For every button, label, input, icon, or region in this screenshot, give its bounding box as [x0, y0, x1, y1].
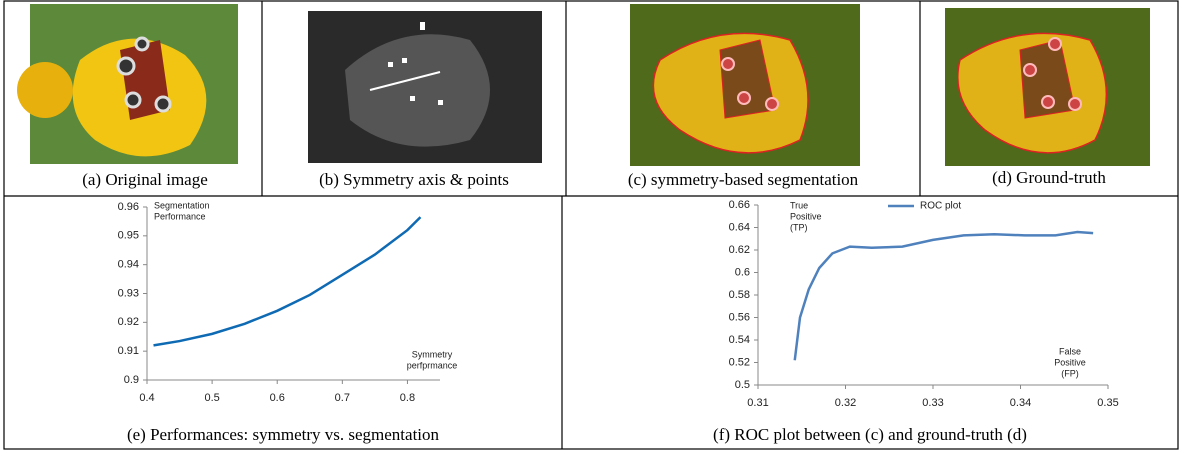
x-tick-label: 0.6	[270, 392, 285, 404]
y-tick-label: 0.66	[729, 199, 750, 211]
x-tick-label: 0.31	[747, 397, 768, 409]
x-axis-label: Symmetry	[412, 349, 453, 359]
figure: (a) Original image (b) Symmetry axis & p…	[0, 0, 1182, 451]
image-ground-truth	[945, 8, 1150, 166]
x-tick-label: 0.32	[835, 397, 856, 409]
x-tick-label: 0.5	[204, 392, 219, 404]
x-axis-label: perfprmance	[407, 360, 458, 370]
caption: (e) Performances: symmetry vs. segmentat…	[127, 425, 440, 444]
y-axis-label: Positive	[790, 211, 822, 221]
y-tick-label: 0.6	[735, 266, 750, 278]
x-tick-label: 0.33	[922, 397, 943, 409]
y-tick-label: 0.58	[729, 289, 750, 301]
legend-label: ROC plot	[920, 201, 961, 212]
y-tick-label: 0.94	[118, 259, 139, 271]
y-tick-label: 0.92	[118, 316, 139, 328]
data-line	[795, 232, 1093, 360]
y-tick-label: 0.54	[729, 334, 750, 346]
y-axis-label: (TP)	[790, 222, 808, 232]
caption: (b) Symmetry axis & points	[319, 170, 509, 189]
caption: (c) symmetry-based segmentation	[628, 170, 859, 189]
caption: (f) ROC plot between (c) and ground-trut…	[713, 425, 1027, 444]
caption: (a) Original image	[82, 170, 208, 189]
y-axis-label: Segmentation	[154, 200, 210, 210]
y-axis-label: Performance	[154, 211, 206, 221]
x-axis-label: Positive	[1054, 357, 1086, 367]
y-tick-label: 0.91	[118, 345, 139, 357]
image-original	[17, 4, 238, 164]
y-tick-label: 0.5	[735, 379, 750, 391]
image-symmetry	[308, 11, 542, 163]
y-tick-label: 0.9	[124, 374, 139, 386]
y-tick-label: 0.93	[118, 287, 139, 299]
caption: (d) Ground-truth	[992, 168, 1106, 187]
y-axis-label: True	[790, 200, 808, 210]
x-tick-label: 0.7	[335, 392, 350, 404]
y-tick-label: 0.52	[729, 356, 750, 368]
x-tick-label: 0.35	[1097, 397, 1118, 409]
y-tick-label: 0.96	[118, 201, 139, 213]
data-line	[154, 217, 421, 345]
x-tick-label: 0.4	[139, 392, 154, 404]
y-tick-label: 0.64	[729, 221, 750, 233]
x-tick-label: 0.34	[1010, 397, 1031, 409]
x-tick-label: 0.8	[400, 392, 415, 404]
x-axis-label: False	[1059, 346, 1081, 356]
x-axis-label: (FP)	[1061, 368, 1079, 378]
y-tick-label: 0.95	[118, 230, 139, 242]
y-tick-label: 0.56	[729, 311, 750, 323]
image-segmentation	[630, 4, 860, 166]
y-tick-label: 0.62	[729, 244, 750, 256]
